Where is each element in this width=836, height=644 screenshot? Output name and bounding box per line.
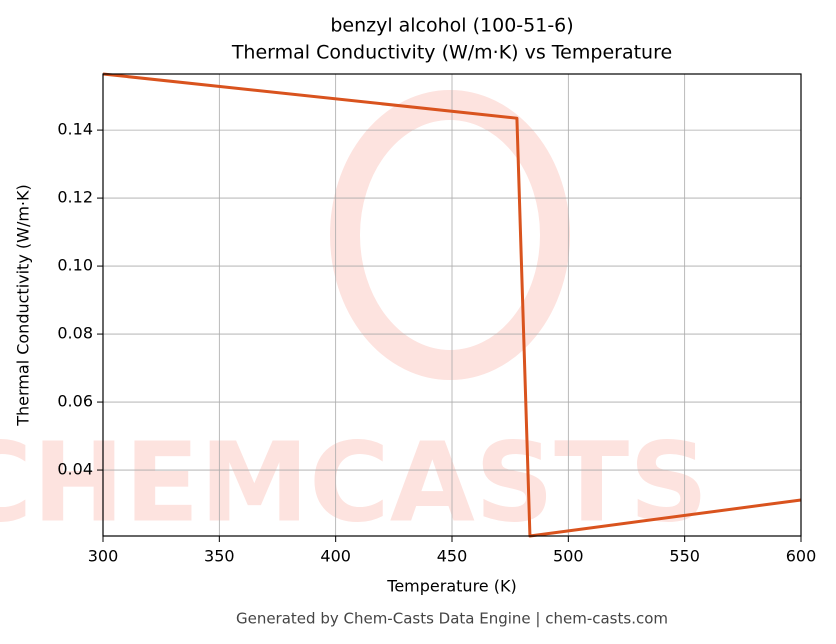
- data-line: [102, 72, 802, 538]
- x-tick-label: 450: [437, 547, 468, 566]
- watermark: CHEMCASTS: [0, 418, 708, 546]
- x-tick-label: 550: [669, 547, 700, 566]
- x-tick-label: 500: [553, 547, 584, 566]
- y-tick-label: 0.06: [57, 392, 93, 411]
- chart-title: benzyl alcohol (100-51-6): [330, 15, 573, 37]
- x-tick-label: 350: [204, 547, 235, 566]
- x-tick-label: 300: [88, 547, 119, 566]
- x-axis-label: Temperature (K): [386, 577, 516, 596]
- y-axis-label: Thermal Conductivity (W/m·K): [14, 184, 33, 427]
- x-tick-label: 400: [320, 547, 351, 566]
- y-tick-label: 0.10: [57, 256, 93, 275]
- x-tick-label: 600: [786, 547, 817, 566]
- y-tick-label: 0.14: [57, 120, 93, 139]
- y-tick-label: 0.08: [57, 324, 93, 343]
- chart-subtitle: Thermal Conductivity (W/m·K) vs Temperat…: [231, 42, 672, 64]
- plot-frame: [102, 73, 802, 537]
- y-tick-label: 0.12: [57, 188, 93, 207]
- footer: Generated by Chem-Casts Data Engine | ch…: [236, 610, 668, 628]
- y-tick-label: 0.04: [57, 460, 93, 479]
- watermark-logo: [330, 90, 570, 380]
